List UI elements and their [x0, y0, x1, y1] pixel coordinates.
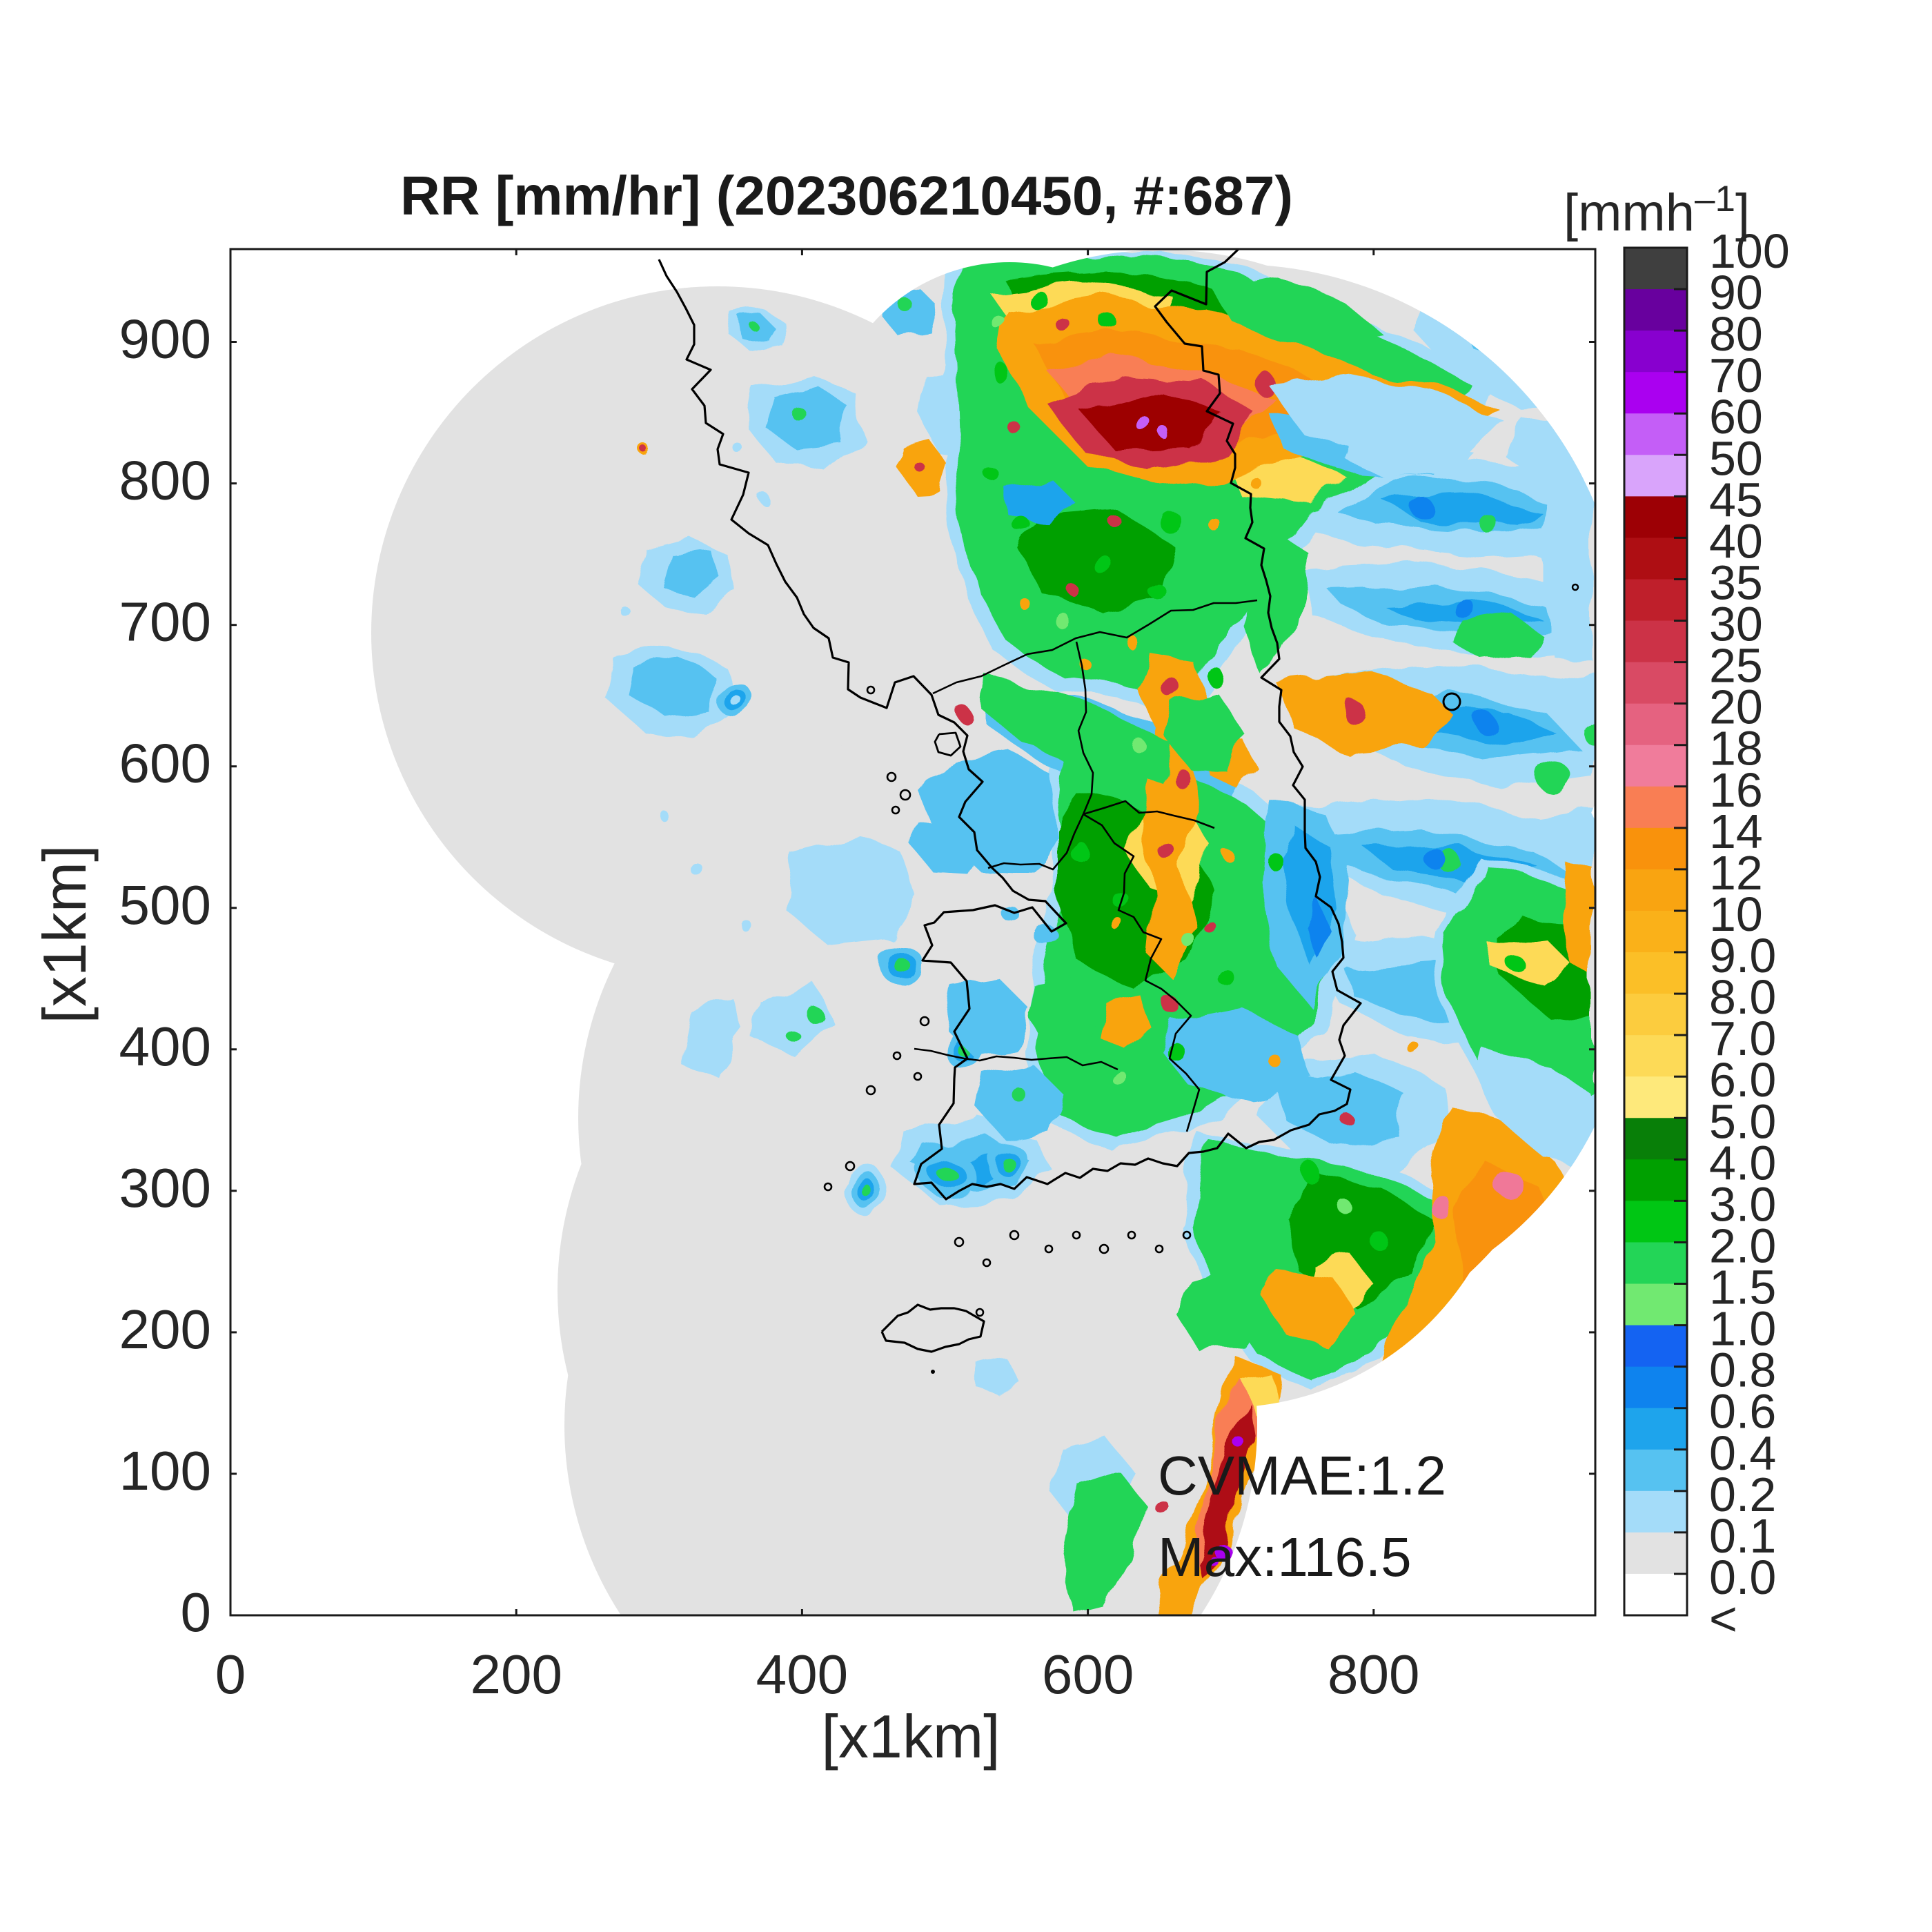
svg-text:0.1: 0.1 [1709, 1509, 1776, 1563]
svg-text:RR [mm/hr] (202306210450, #:68: RR [mm/hr] (202306210450, #:687) [400, 165, 1293, 226]
svg-text:800: 800 [1328, 1644, 1419, 1705]
svg-text:0.6: 0.6 [1709, 1385, 1776, 1439]
svg-text:12: 12 [1709, 846, 1763, 900]
svg-text:400: 400 [119, 1016, 211, 1077]
svg-text:Max:116.5: Max:116.5 [1158, 1526, 1412, 1588]
svg-text:500: 500 [119, 874, 211, 936]
svg-text:20: 20 [1709, 680, 1763, 734]
svg-text:CVMAE:1.2: CVMAE:1.2 [1158, 1445, 1446, 1506]
svg-text:4.0: 4.0 [1709, 1136, 1776, 1190]
svg-text:16: 16 [1709, 763, 1763, 817]
svg-text:<: < [1709, 1592, 1737, 1646]
svg-text:0: 0 [215, 1644, 246, 1705]
svg-text:45: 45 [1709, 473, 1763, 526]
svg-text:30: 30 [1709, 598, 1763, 651]
svg-text:90: 90 [1709, 266, 1763, 319]
svg-text:5.0: 5.0 [1709, 1094, 1776, 1148]
svg-text:9.0: 9.0 [1709, 929, 1776, 983]
svg-text:1.5: 1.5 [1709, 1261, 1776, 1314]
svg-text:8.0: 8.0 [1709, 970, 1776, 1024]
svg-text:14: 14 [1709, 805, 1763, 858]
svg-text:25: 25 [1709, 639, 1763, 693]
svg-text:0.0: 0.0 [1709, 1550, 1776, 1604]
svg-text:3.0: 3.0 [1709, 1177, 1776, 1231]
svg-text:2.0: 2.0 [1709, 1219, 1776, 1272]
svg-text:300: 300 [119, 1157, 211, 1219]
svg-text:200: 200 [119, 1299, 211, 1360]
svg-text:700: 700 [119, 591, 211, 653]
svg-text:[x1km]: [x1km] [30, 845, 99, 1023]
svg-text:0: 0 [181, 1581, 212, 1643]
svg-text:[x1km]: [x1km] [821, 1702, 1000, 1771]
svg-text:0.2: 0.2 [1709, 1468, 1776, 1521]
svg-text:400: 400 [756, 1644, 848, 1705]
svg-text:100: 100 [119, 1440, 211, 1501]
svg-text:200: 200 [470, 1644, 562, 1705]
svg-text:[mmh–1]: [mmh–1] [1564, 179, 1750, 242]
svg-text:70: 70 [1709, 348, 1763, 402]
svg-text:800: 800 [119, 450, 211, 511]
svg-text:0.8: 0.8 [1709, 1343, 1776, 1397]
svg-text:80: 80 [1709, 307, 1763, 361]
svg-text:600: 600 [119, 733, 211, 794]
svg-text:18: 18 [1709, 722, 1763, 776]
svg-text:6.0: 6.0 [1709, 1053, 1776, 1107]
svg-text:7.0: 7.0 [1709, 1012, 1776, 1065]
svg-text:0.4: 0.4 [1709, 1426, 1776, 1480]
svg-text:600: 600 [1042, 1644, 1134, 1705]
svg-text:40: 40 [1709, 514, 1763, 568]
svg-text:60: 60 [1709, 390, 1763, 444]
svg-text:100: 100 [1709, 224, 1790, 278]
svg-text:900: 900 [119, 308, 211, 370]
svg-text:50: 50 [1709, 431, 1763, 485]
svg-text:1.0: 1.0 [1709, 1302, 1776, 1356]
svg-text:35: 35 [1709, 555, 1763, 609]
svg-text:10: 10 [1709, 887, 1763, 941]
